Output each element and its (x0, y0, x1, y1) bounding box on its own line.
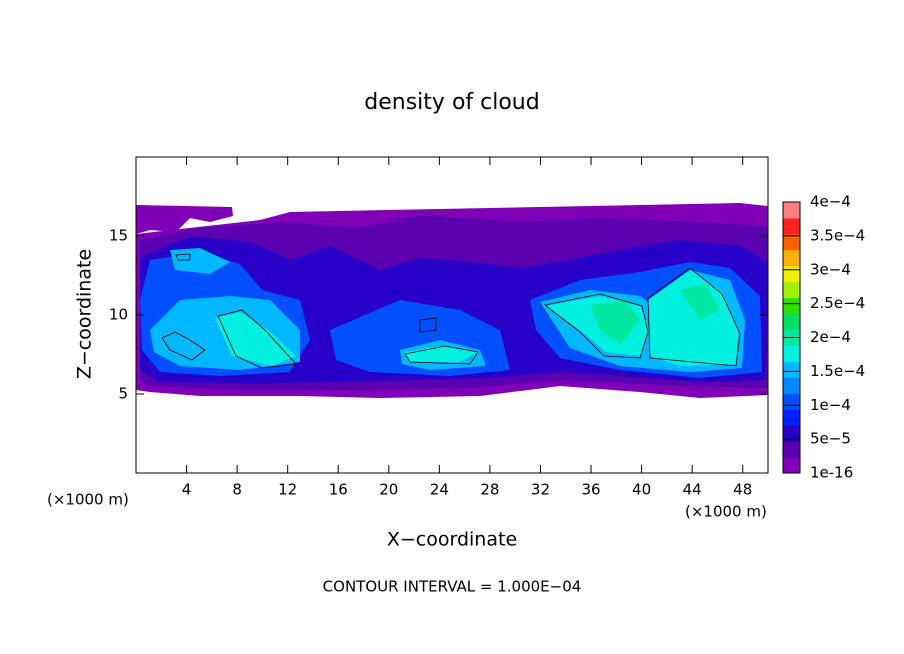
colorbar-swatch (783, 217, 800, 235)
x-tick-label: 28 (480, 481, 499, 499)
contour-line (647, 267, 741, 367)
x-unit-label: (×1000 m) (47, 491, 129, 509)
x-tick-label: 32 (531, 481, 550, 499)
x-axis-label: X−coordinate (387, 529, 517, 551)
contour-line (217, 309, 297, 369)
x-tick-label: 36 (581, 481, 600, 499)
y-axis-label: Z−coordinate (74, 249, 96, 379)
y-tick-label: 10 (109, 306, 128, 324)
field (136, 203, 768, 398)
colorbar-swatch (783, 377, 800, 394)
x-tick-label: 24 (430, 481, 449, 499)
colorbar-swatch (783, 393, 800, 410)
x-tick-label: 8 (232, 481, 242, 499)
colorbar-swatch (783, 457, 800, 474)
colorbar-swatch (783, 233, 800, 251)
chart-title: density of cloud (364, 90, 539, 115)
colorbar-swatch (783, 297, 800, 315)
colorbar-swatch (783, 361, 800, 378)
field-region (590, 284, 720, 345)
colorbar-swatch (783, 441, 800, 458)
colorbar-swatch (783, 249, 800, 267)
colorbar-tick-label: 1e−4 (810, 396, 851, 414)
colorbar-swatch (783, 345, 800, 362)
x-tick-label: 44 (683, 481, 702, 499)
contour-line (544, 293, 649, 359)
colorbar-swatch (783, 281, 800, 299)
y-tick-label: 5 (118, 385, 128, 403)
colorbar-tick-label: 4e−4 (810, 193, 851, 211)
colorbar-swatch (783, 409, 800, 426)
colorbar-swatch (783, 265, 800, 283)
contour-line (161, 331, 206, 361)
field-region (215, 270, 738, 366)
note: CONTOUR INTERVAL = 1.000E−04 (323, 578, 582, 596)
colorbar-swatch (783, 313, 800, 331)
x-unit-label: (×1000 m) (685, 503, 767, 521)
contour-line (419, 317, 437, 333)
y-tick-label: 15 (109, 227, 128, 245)
colorbar-swatch (783, 425, 800, 442)
contour-line (404, 345, 479, 365)
x-tick-label: 48 (733, 481, 752, 499)
colorbar-swatch (783, 202, 800, 219)
colorbar-tick-label: 5e−5 (810, 430, 851, 448)
colorbar-tick-label: 3.5e−4 (810, 226, 865, 244)
colorbar-tick-label: 2.5e−4 (810, 294, 865, 312)
x-tick-label: 20 (379, 481, 398, 499)
colorbar-tick-label: 2e−4 (810, 328, 851, 346)
x-tick-label: 12 (278, 481, 297, 499)
x-tick-label: 4 (182, 481, 192, 499)
colorbar-tick-label: 1.5e−4 (810, 362, 865, 380)
x-tick-label: 16 (329, 481, 348, 499)
colorbar-tick-label: 3e−4 (810, 260, 851, 278)
contour-line (175, 253, 191, 261)
colorbar-tick-label: 1e-16 (810, 464, 853, 482)
x-tick-label: 40 (632, 481, 651, 499)
